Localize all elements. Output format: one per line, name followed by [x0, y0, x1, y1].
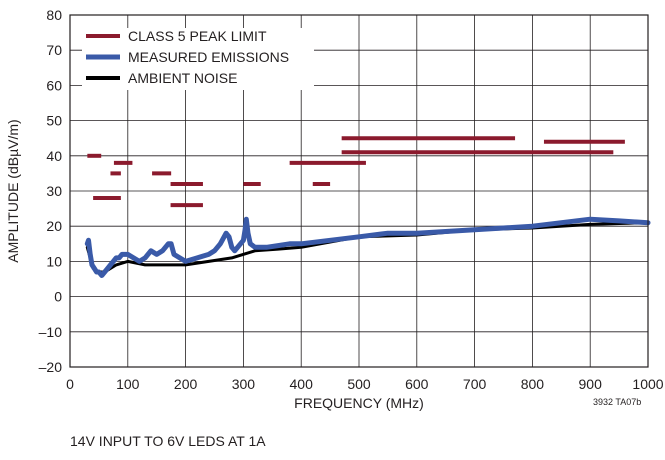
x-tick-label: 100	[116, 376, 140, 392]
plot-frame	[69, 14, 649, 368]
x-tick-label: 400	[290, 376, 314, 392]
x-tick-label: 500	[347, 376, 371, 392]
y-tick-label: 40	[46, 148, 62, 164]
y-tick-label: 70	[46, 42, 62, 58]
plot-series	[84, 136, 651, 278]
x-tick-label: 900	[579, 376, 603, 392]
part-code-label: 3932 TA07b	[593, 397, 642, 407]
y-axis-label: AMPLITUDE (dBµV/m)	[5, 119, 21, 262]
x-tick-label: 300	[232, 376, 256, 392]
y-tick-label: 20	[46, 218, 62, 234]
x-tick-label: 200	[174, 376, 198, 392]
y-tick-label: –20	[39, 359, 63, 375]
legend-label: AMBIENT NOISE	[128, 70, 237, 86]
legend-label: CLASS 5 PEAK LIMIT	[128, 28, 267, 44]
y-tick-label: 10	[46, 253, 62, 269]
x-tick-label: 700	[463, 376, 487, 392]
x-tick-label: 600	[405, 376, 429, 392]
legend-background	[82, 28, 314, 90]
y-tick-label: 30	[46, 183, 62, 199]
y-tick-label: –10	[39, 324, 63, 340]
y-tick-label: 50	[46, 113, 62, 129]
x-axis-label: FREQUENCY (MHz)	[294, 395, 424, 411]
x-tick-label: 1000	[632, 376, 663, 392]
y-tick-label: 80	[46, 7, 62, 23]
legend-label: MEASURED EMISSIONS	[128, 49, 289, 65]
y-tick-label: 0	[54, 289, 62, 305]
legend: CLASS 5 PEAK LIMIT MEASURED EMISSIONS AMBI…	[82, 28, 314, 90]
axis-tick-labels: 0 100 200 300 400 500 600 700 800 900 1000 –20 –10 0 1…	[39, 7, 664, 392]
chart-caption: 14V INPUT TO 6V LEDS AT 1A	[70, 433, 266, 449]
x-tick-label: 0	[66, 376, 74, 392]
x-tick-label: 800	[521, 376, 545, 392]
y-tick-label: 60	[46, 77, 62, 93]
measured-emissions-line	[84, 216, 651, 278]
